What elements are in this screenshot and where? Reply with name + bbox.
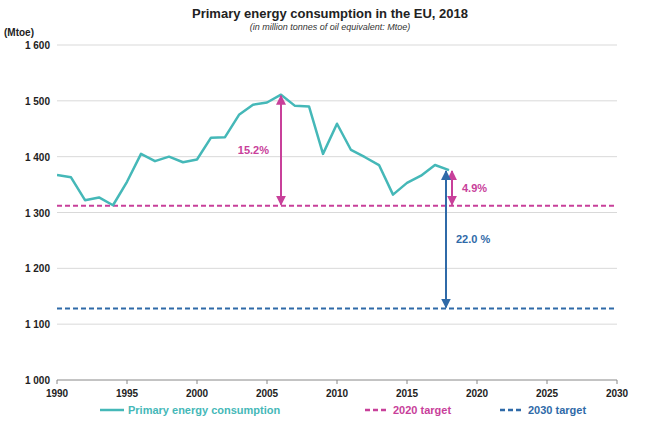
legend-label: 2020 target: [393, 404, 451, 416]
grid-line: [57, 212, 617, 213]
x-tick-label: 2020: [466, 388, 489, 399]
y-tick-label: 1 500: [25, 96, 50, 107]
x-tick: [547, 380, 548, 384]
title: Primary energy consumption in the EU, 20…: [192, 6, 468, 21]
x-tick-label: 2000: [186, 388, 209, 399]
target-line: [57, 308, 617, 310]
subtitle: (in million tonnes of oil equivalent: Mt…: [250, 22, 411, 32]
y-tick-label: 1 200: [25, 263, 50, 274]
plot-area: [57, 95, 617, 309]
y-tick-label: 1 300: [25, 208, 50, 219]
grid-line: [57, 100, 617, 101]
annotation-arrow: [445, 171, 447, 307]
x-tick-label: 2030: [606, 388, 629, 399]
x-tick: [267, 380, 268, 384]
target-line: [57, 205, 617, 207]
x-tick-label: 1995: [116, 388, 139, 399]
x-tick-label: 2010: [326, 388, 349, 399]
legend-label: 2030 target: [528, 404, 586, 416]
x-tick: [57, 380, 58, 384]
x-tick: [477, 380, 478, 384]
x-tick-label: 2025: [536, 388, 559, 399]
annotation-label: 4.9%: [462, 182, 487, 194]
grid-line: [57, 324, 617, 325]
annotation-label: 22.0 %: [456, 233, 490, 245]
x-tick: [337, 380, 338, 384]
x-tick-label: 1990: [46, 388, 69, 399]
legend-swatch: [365, 409, 389, 412]
annotation-arrow: [451, 171, 453, 205]
x-tick: [127, 380, 128, 384]
data-line: [57, 95, 449, 206]
y-tick-label: 1 100: [25, 319, 50, 330]
x-tick-label: 2015: [396, 388, 419, 399]
y-tick-label: 1 400: [25, 152, 50, 163]
x-tick: [197, 380, 198, 384]
x-tick: [407, 380, 408, 384]
annotation-arrow: [280, 96, 282, 205]
y-tick-label: 1 000: [25, 375, 50, 386]
y-axis-label: (Mtoe): [4, 27, 34, 38]
chart: Primary energy consumption in the EU, 20…: [0, 0, 650, 428]
grid-line: [57, 45, 617, 46]
y-tick-label: 1 600: [25, 40, 50, 51]
x-tick: [617, 380, 618, 384]
legend-swatch: [100, 409, 124, 412]
legend-label: Primary energy consumption: [128, 404, 280, 416]
annotation-label: 15.2%: [238, 144, 269, 156]
legend-swatch: [500, 409, 524, 412]
x-tick-label: 2005: [256, 388, 279, 399]
grid-line: [57, 268, 617, 269]
